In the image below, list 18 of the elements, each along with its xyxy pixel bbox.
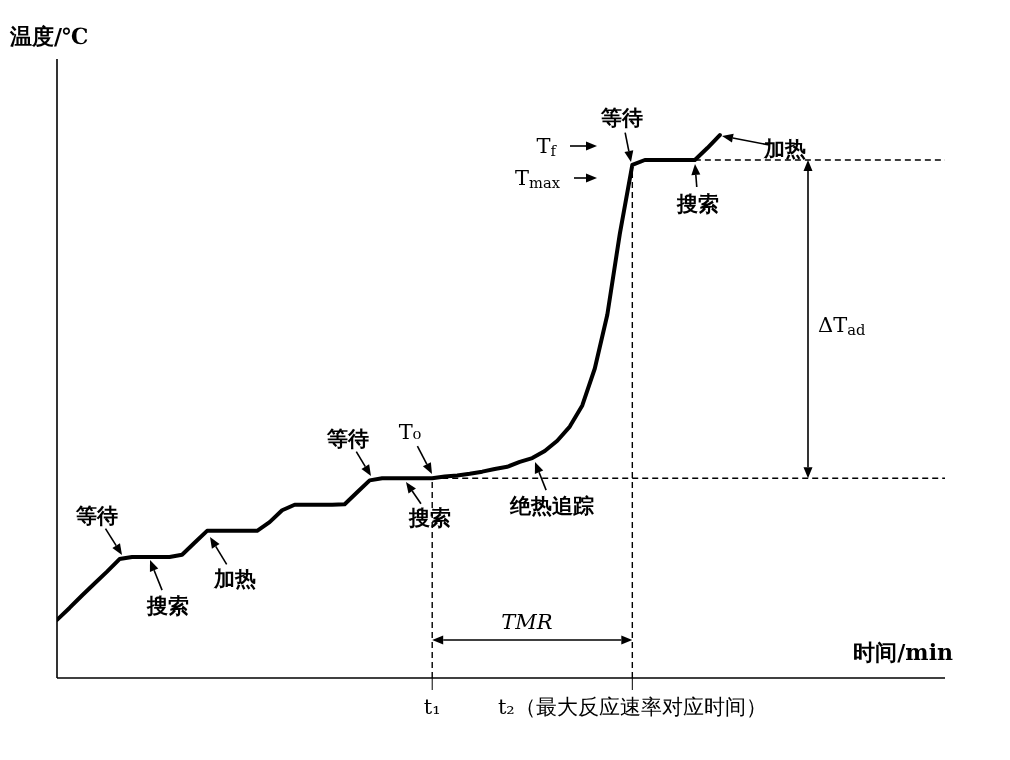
annotation: TMR [501, 610, 553, 634]
x-tick-label: t₁ [423, 695, 441, 719]
annotation: ΔT$_{ad}$ [818, 313, 866, 338]
x-tick-label: t₂（最大反应速率对应时间） [497, 695, 767, 719]
annotation: 等待 [326, 425, 369, 451]
annotation: T$_{max}$ [515, 166, 561, 191]
annotation: 加热 [213, 565, 256, 591]
x-axis-title: 时间/min [853, 638, 953, 667]
annotation: T₀ [398, 420, 422, 444]
annotation: 搜索 [676, 190, 719, 216]
annotation: 绝热追踪 [509, 492, 594, 518]
annotation: 搜索 [408, 504, 451, 530]
y-axis-title: 温度/℃ [10, 22, 89, 51]
annotation: T$_{f}$ [536, 134, 558, 159]
annotation: 加热 [763, 135, 806, 161]
annotation: 等待 [75, 502, 118, 528]
annotation: 搜索 [146, 592, 189, 618]
text: 等待 [600, 104, 643, 130]
